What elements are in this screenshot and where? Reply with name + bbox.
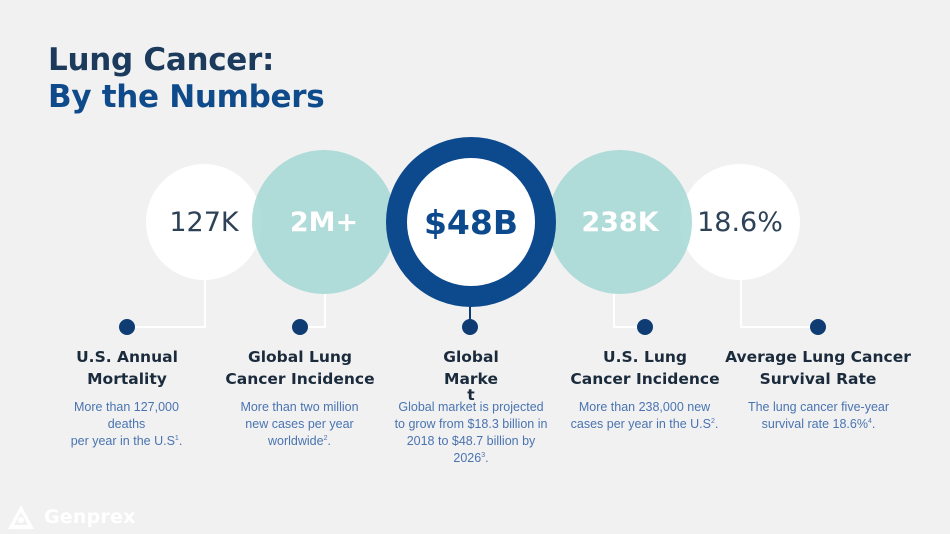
stat-desc-global-market: Global market is projected to grow from …	[394, 400, 548, 465]
connector-238k	[613, 294, 645, 328]
footnote-ref: 2	[710, 417, 715, 425]
stat-value-us-incidence: 238K	[581, 206, 659, 238]
stat-circle-us-incidence: 238K	[548, 150, 692, 294]
connector-2m	[300, 294, 326, 328]
marker-dot-2m	[292, 319, 308, 335]
genprex-logo: Genprex	[6, 503, 136, 531]
genprex-logo-icon	[8, 505, 34, 529]
footnote-ref: 4	[867, 417, 872, 425]
connector-186	[740, 280, 818, 328]
stat-desc-us-incidence: More than 238,000 new cases per year in …	[570, 400, 719, 431]
stat-desc-us-mortality: More than 127,000 deaths per year in the…	[70, 400, 183, 448]
marker-dot-48b	[462, 319, 478, 335]
title-line-1: Lung Cancer:	[48, 42, 275, 78]
connector-127k	[127, 280, 206, 328]
marker-dot-186	[810, 319, 826, 335]
logo-wordmark: Genprex	[44, 506, 136, 528]
stat-label-global-incidence: Global Lung Cancer Incidence	[225, 348, 375, 388]
stat-value-survival-rate: 18.6%	[697, 206, 783, 238]
stat-circle-global-incidence: 2M+	[252, 150, 396, 294]
marker-dot-127k	[119, 319, 135, 335]
footnote-ref: 1	[174, 434, 179, 442]
slide-title: Lung Cancer: By the Numbers	[48, 42, 325, 116]
stat-value-us-mortality: 127K	[169, 206, 239, 238]
stat-value-global-incidence: 2M+	[289, 206, 359, 238]
marker-dot-238k	[637, 319, 653, 335]
footnote-ref: 3	[481, 451, 486, 459]
stat-label-global-market: Global Marke t	[443, 348, 499, 404]
stat-desc-global-incidence: More than two million new cases per year…	[240, 400, 359, 448]
stat-desc-survival-rate: The lung cancer five-year survival rate …	[747, 400, 890, 431]
stat-circle-global-market: $48B	[386, 137, 556, 307]
stat-label-us-mortality: U.S. Annual Mortality	[76, 348, 178, 388]
title-line-2: By the Numbers	[48, 79, 325, 115]
stat-label-survival-rate: Average Lung Cancer Survival Rate	[725, 348, 911, 388]
footnote-ref: 2	[323, 434, 328, 442]
stat-value-global-market: $48B	[423, 202, 519, 242]
stat-label-us-incidence: U.S. Lung Cancer Incidence	[570, 348, 720, 388]
stat-circle-survival-rate: 18.6%	[680, 164, 800, 280]
stat-circle-us-mortality: 127K	[146, 164, 262, 280]
